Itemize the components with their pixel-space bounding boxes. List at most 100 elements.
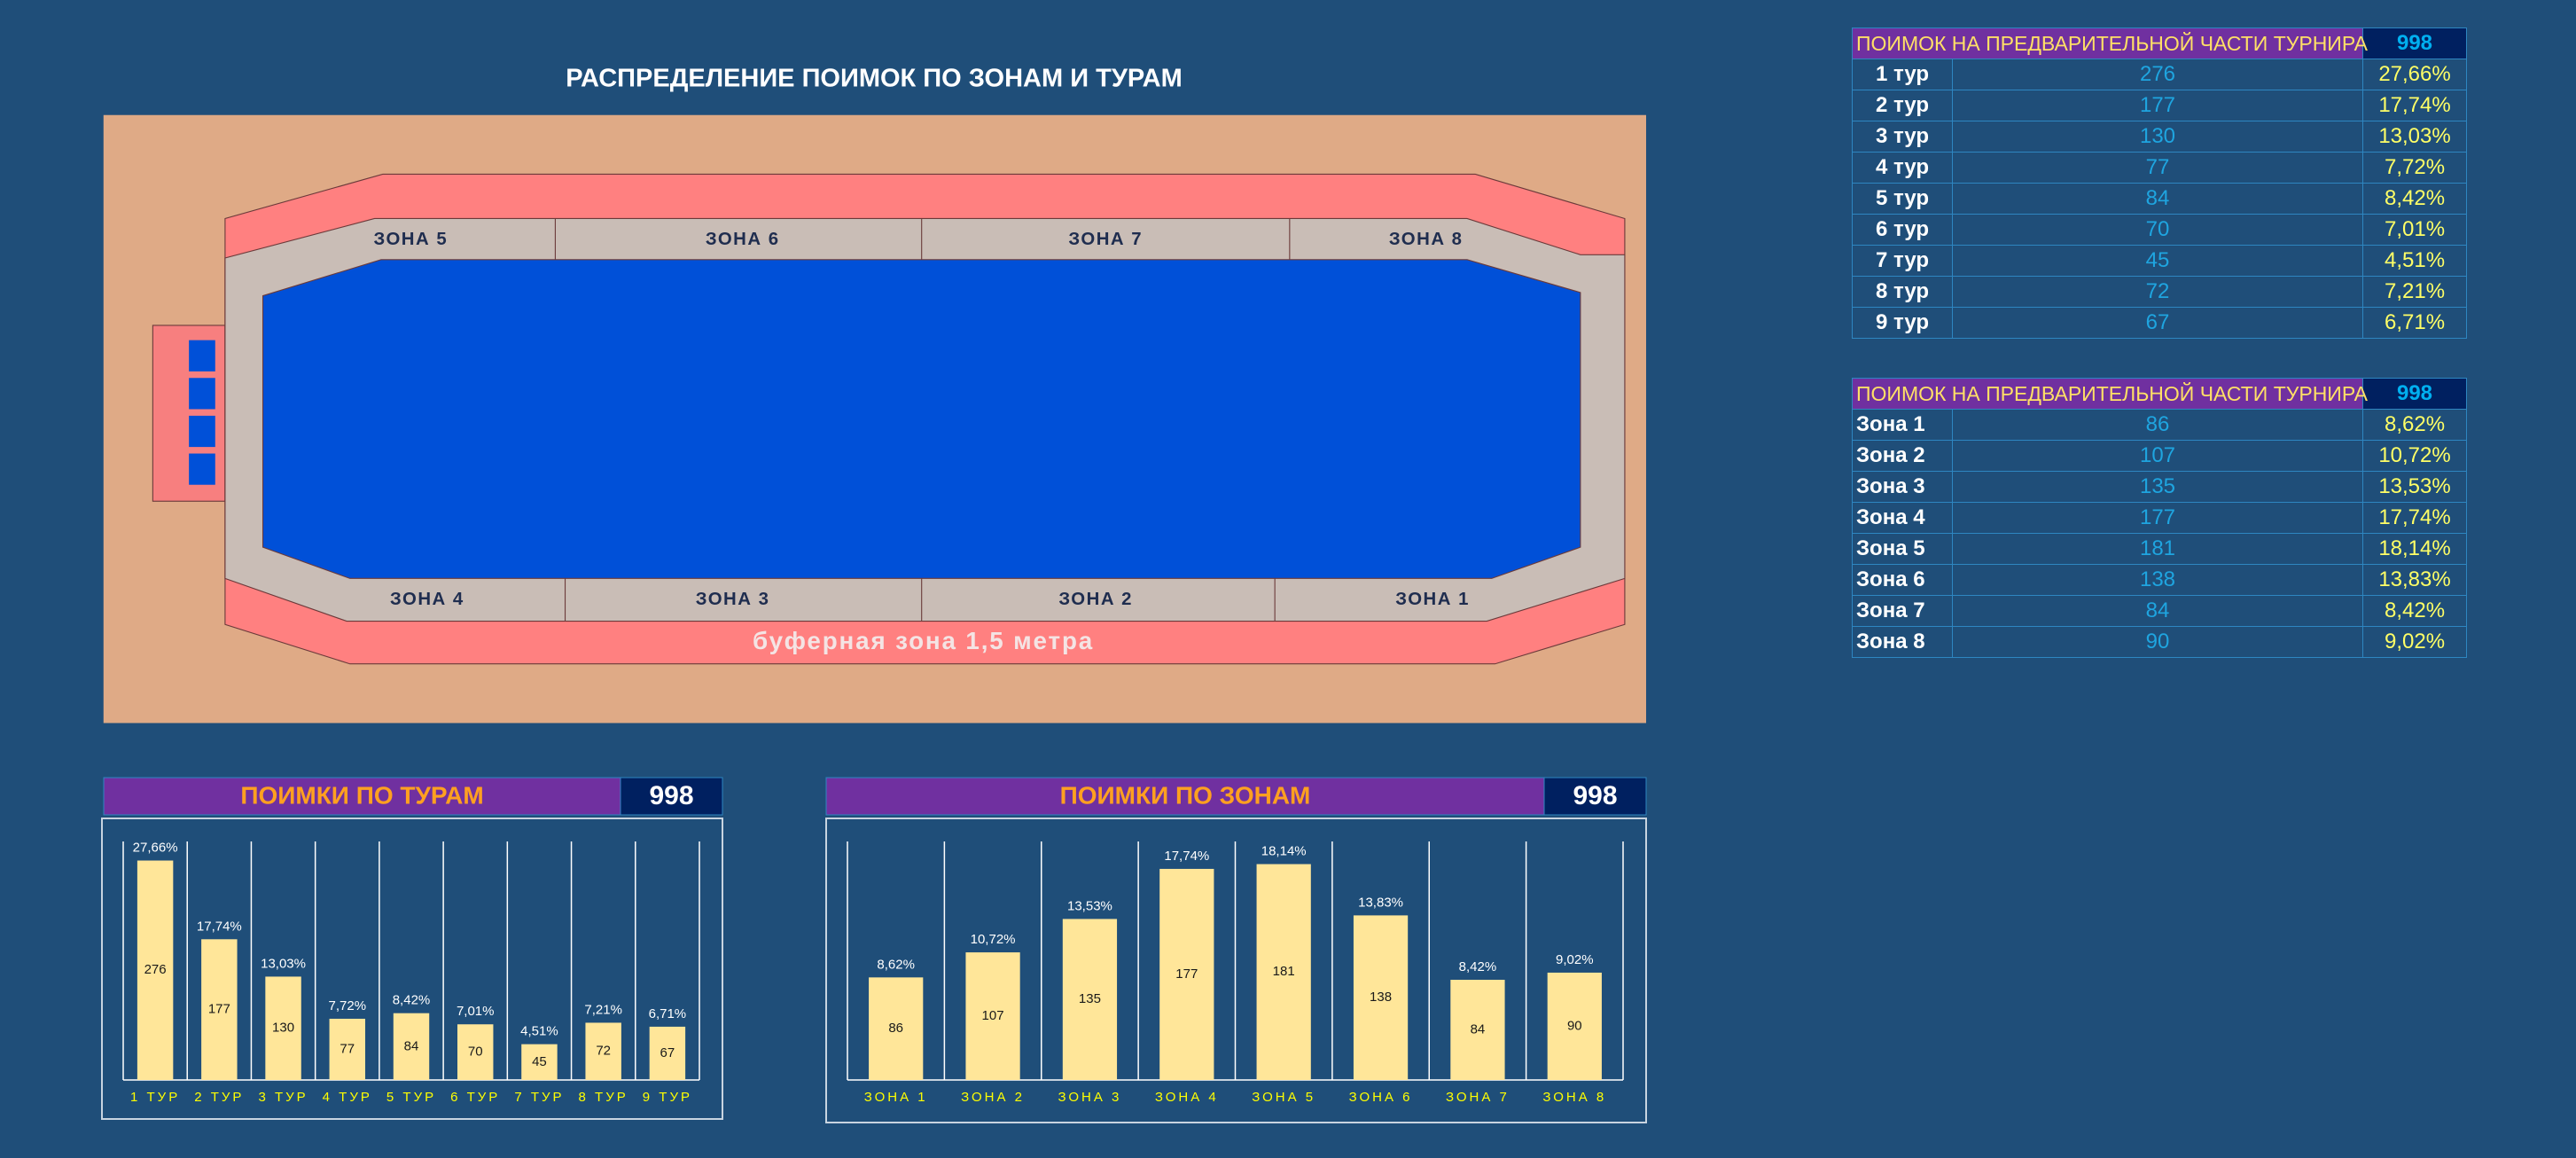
x-tick-label: 3 ТУР [258,1090,308,1105]
bar-value-label: 181 [1273,964,1295,979]
bar-percent-label: 10,72% [971,932,1016,947]
bar-percent-label: 8,42% [1459,959,1497,974]
row-count: 84 [1951,595,2364,627]
zone-label: ЗОНА 1 [1395,590,1470,609]
zone-label: ЗОНА 7 [1068,230,1143,249]
bar-percent-label: 13,03% [261,956,306,971]
bar [457,1024,494,1080]
bar-value-label: 90 [1567,1018,1582,1033]
row-percent: 27,66% [2362,59,2468,90]
bar-value-label: 177 [208,1002,230,1017]
row-percent: 7,21% [2362,276,2468,308]
bar-percent-label: 9,02% [1556,952,1594,967]
stats-table: ПОИМОК НА ПРЕДВАРИТЕЛЬНОЙ ЧАСТИ ТУРНИРА 9… [1851,378,2468,658]
stand-seat [189,340,215,372]
bar-percent-label: 17,74% [1164,849,1209,864]
bar-percent-label: 8,62% [877,957,915,972]
row-percent: 7,01% [2362,214,2468,246]
bar [869,977,924,1080]
row-count: 77 [1951,152,2364,184]
row-percent: 18,14% [2362,533,2468,565]
bar [1450,980,1505,1080]
bar [965,952,1020,1080]
zone-label: ЗОНА 6 [706,230,780,249]
x-tick-label: ЗОНА 7 [1446,1090,1510,1105]
bar [1256,864,1311,1080]
row-percent: 17,74% [2362,90,2468,121]
bar [1159,868,1214,1080]
row-count: 86 [1951,409,2364,441]
buffer-label: буферная зона 1,5 метра [753,627,1094,654]
row-count: 135 [1951,471,2364,503]
pond-map: ЗОНА 5 ЗОНА 6 ЗОНА 7 ЗОНА 8 ЗОНА 4 ЗОНА … [103,114,1647,724]
bar [265,976,301,1080]
row-percent: 6,71% [2362,307,2468,339]
stand-seat [189,415,215,448]
bar [521,1044,558,1080]
row-count: 138 [1951,564,2364,596]
bar [649,1026,686,1080]
bar-percent-label: 18,14% [1261,844,1307,859]
bar [393,1013,430,1080]
bar [1062,919,1118,1080]
chart-title: ПОИМКИ ПО ТУРАМ [240,781,483,809]
bar-percent-label: 13,83% [1358,895,1403,910]
row-percent: 9,02% [2362,626,2468,658]
row-label: Зона 5 [1852,533,1953,565]
x-tick-label: 1 ТУР [130,1090,180,1105]
table-header: ПОИМОК НА ПРЕДВАРИТЕЛЬНОЙ ЧАСТИ ТУРНИРА [1851,27,2368,59]
row-label: 5 тур [1852,183,1953,215]
row-label: 8 тур [1852,276,1953,308]
row-label: Зона 4 [1852,502,1953,534]
zone-label: ЗОНА 8 [1389,230,1464,249]
bar-value-label: 67 [660,1045,675,1060]
row-label: 7 тур [1852,245,1953,277]
row-count: 45 [1951,245,2364,277]
x-tick-label: ЗОНА 1 [864,1090,928,1105]
zone-label: ЗОНА 3 [696,590,770,609]
chart-total-box [1543,777,1647,816]
row-count: 84 [1951,183,2364,215]
bar [201,939,238,1080]
row-percent: 7,72% [2362,152,2468,184]
row-percent: 13,53% [2362,471,2468,503]
bar-value-label: 130 [272,1021,294,1036]
x-tick-label: ЗОНА 8 [1542,1090,1606,1105]
row-percent: 8,42% [2362,595,2468,627]
table-header: ПОИМОК НА ПРЕДВАРИТЕЛЬНОЙ ЧАСТИ ТУРНИРА [1851,378,2368,410]
row-label: 2 тур [1852,90,1953,121]
row-label: Зона 2 [1852,440,1953,472]
bar-percent-label: 7,72% [329,998,367,1013]
x-tick-label: 9 ТУР [643,1090,692,1105]
row-percent: 10,72% [2362,440,2468,472]
page-title: РАСПРЕДЕЛЕНИЕ ПОИМОК ПО ЗОНАМ И ТУРАМ [566,65,1183,93]
row-count: 276 [1951,59,2364,90]
bar-value-label: 107 [982,1008,1004,1023]
bar-value-label: 77 [340,1041,355,1056]
row-label: Зона 6 [1852,564,1953,596]
bar-percent-label: 8,42% [393,993,431,1008]
bar-percent-label: 4,51% [520,1024,558,1039]
bar-percent-label: 17,74% [197,919,242,934]
bar [585,1022,621,1080]
row-percent: 4,51% [2362,245,2468,277]
row-percent: 17,74% [2362,502,2468,534]
row-label: Зона 1 [1852,409,1953,441]
row-label: Зона 3 [1852,471,1953,503]
bar-value-label: 45 [532,1054,547,1069]
row-count: 181 [1951,533,2364,565]
row-count: 72 [1951,276,2364,308]
bar-percent-label: 13,53% [1067,898,1112,913]
stand-seat [189,378,215,410]
row-count: 177 [1951,502,2364,534]
x-tick-label: 7 ТУР [514,1090,564,1105]
bar [329,1018,365,1080]
row-percent: 13,83% [2362,564,2468,596]
row-count: 130 [1951,121,2364,153]
stats-table: ПОИМОК НА ПРЕДВАРИТЕЛЬНОЙ ЧАСТИ ТУРНИРА 9… [1851,27,2468,339]
x-tick-label: 5 ТУР [386,1090,436,1105]
water [262,259,1581,579]
zone-label: ЗОНА 2 [1058,590,1133,609]
